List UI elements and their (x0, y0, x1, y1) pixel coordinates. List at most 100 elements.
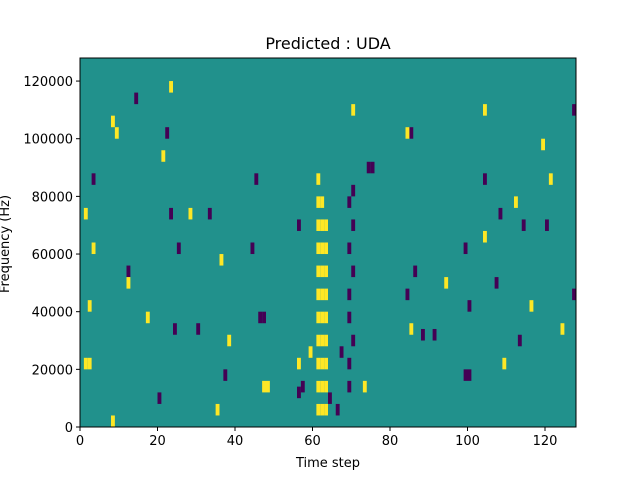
y-tick-label: 40000 (32, 306, 73, 321)
heatmap-cell (169, 207, 173, 220)
heatmap-cell (432, 328, 437, 341)
x-tick-label: 80 (382, 434, 399, 449)
heatmap-cell (320, 196, 325, 208)
heatmap-cell (297, 219, 301, 231)
heatmap-cell (347, 311, 352, 324)
heatmap-cell (324, 265, 328, 278)
heatmap-cell (405, 288, 410, 301)
heatmap-cell (370, 161, 375, 174)
y-axis: 0 20000 40000 60000 80000 100000 120000 (23, 75, 80, 436)
y-tick-label: 60000 (32, 248, 73, 263)
heatmap-cell (297, 357, 301, 370)
heatmap-cell (529, 300, 534, 312)
heatmap-cell (320, 265, 325, 278)
heatmap-cell (560, 323, 565, 335)
heatmap-cell (351, 334, 356, 347)
heatmap-cell (169, 81, 173, 93)
heatmap-cell (320, 334, 325, 347)
heatmap-cell (517, 334, 522, 347)
heatmap-cell (335, 403, 340, 416)
heatmap-cell (316, 173, 321, 185)
x-axis-label: Time step (295, 456, 360, 471)
heatmap-cell (250, 242, 255, 255)
heatmap-cell (463, 369, 468, 381)
heatmap-cell (320, 242, 325, 255)
heatmap-cell (316, 311, 321, 324)
heatmap-cell (320, 288, 325, 301)
heatmap-cell (409, 127, 414, 139)
heatmap-cell (196, 323, 201, 335)
heatmap-cell (308, 346, 313, 358)
x-tick-label: 40 (227, 434, 244, 449)
heatmap-cell (347, 357, 352, 370)
heatmap-cell (463, 242, 468, 255)
heatmap-cell (258, 311, 263, 324)
heatmap-cell (320, 403, 325, 416)
heatmap-cell (165, 127, 170, 139)
heatmap-cell (145, 311, 150, 324)
heatmap-cell (483, 173, 487, 185)
x-axis: 0 20 40 60 80 100 120 (76, 427, 557, 449)
heatmap-cell (111, 415, 115, 427)
heatmap-cell (467, 300, 472, 312)
heatmap-cell (316, 196, 321, 208)
heatmap-cell (362, 380, 367, 393)
heatmap-cell (498, 207, 503, 220)
heatmap-cell (347, 196, 352, 208)
y-tick-label: 0 (65, 421, 73, 436)
heatmap-cell (91, 242, 96, 255)
heatmap-cell (320, 357, 325, 370)
heatmap-cell (409, 323, 414, 335)
heatmap-cell (83, 357, 88, 370)
heatmap-cell (91, 173, 96, 185)
heatmap-cell (324, 403, 328, 416)
heatmap-cell (111, 115, 115, 128)
heatmap-cell (324, 380, 328, 393)
y-axis-label: Frequency (Hz) (0, 195, 13, 293)
heatmap-cell (324, 357, 328, 370)
heatmap-cell (324, 311, 328, 324)
heatmap-cell (176, 242, 181, 255)
heatmap-cell (324, 242, 328, 255)
heatmap-cell (83, 207, 88, 220)
heatmap-cell (572, 104, 576, 116)
y-tick-label: 20000 (32, 363, 73, 378)
heatmap-cell (188, 207, 193, 220)
plot-frame (79, 57, 577, 428)
heatmap-cell (351, 184, 356, 197)
heatmap-cell (514, 196, 518, 208)
heatmap-cell (316, 242, 321, 255)
heatmap-cell (366, 161, 371, 174)
heatmap-cell (254, 173, 259, 185)
heatmap-cell (126, 277, 131, 289)
heatmap-cell (347, 288, 352, 301)
heatmap-cell (351, 219, 356, 231)
heatmap-cell (114, 127, 119, 139)
heatmap-cell (134, 92, 139, 105)
y-tick-label: 80000 (32, 190, 73, 205)
heatmap-cell (316, 288, 321, 301)
heatmap-cell (502, 357, 507, 370)
heatmap-cell (467, 369, 472, 381)
heatmap-cell (262, 311, 266, 324)
heatmap-cell (572, 288, 576, 301)
heatmap-cell (316, 357, 321, 370)
heatmap-cell (316, 265, 321, 278)
heatmap-cell (328, 392, 332, 404)
heatmap-cell (215, 403, 220, 416)
heatmap-cell (347, 242, 352, 255)
heatmap-cell (413, 265, 418, 278)
heatmap-cell (297, 386, 301, 399)
heatmap-cell (316, 219, 321, 231)
heatmap-cell (545, 219, 549, 231)
x-tick-label: 100 (455, 434, 480, 449)
heatmap-cell (87, 300, 92, 312)
heatmap-cell (339, 346, 344, 358)
heatmap-cell (262, 380, 266, 393)
heatmap-cell (320, 219, 325, 231)
x-tick-label: 60 (304, 434, 321, 449)
heatmap-cell (161, 150, 166, 162)
heatmap-cell (351, 265, 356, 278)
x-tick-label: 20 (149, 434, 166, 449)
heatmap-cell (266, 380, 270, 393)
